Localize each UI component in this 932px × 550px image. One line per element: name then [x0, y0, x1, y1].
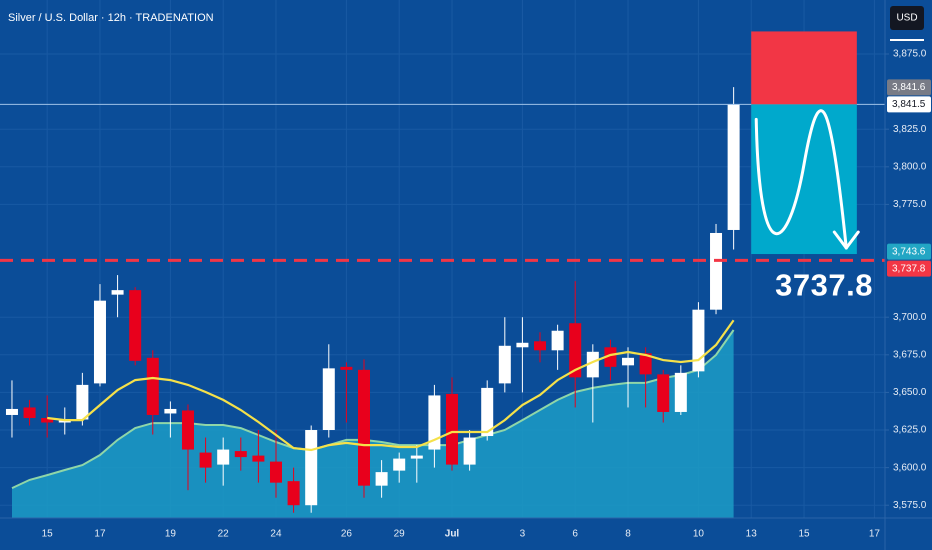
button-label[interactable]: USD [896, 13, 917, 24]
candle-body [551, 330, 564, 351]
y-tick-label: 3,800.0 [893, 161, 927, 172]
candle-body [41, 417, 54, 423]
candle-body [23, 407, 36, 418]
price-tag: 3,841.5 [887, 96, 931, 113]
price-tag: 3,737.8 [887, 260, 931, 277]
x-tick-label: 24 [270, 529, 282, 540]
candle-body [252, 455, 265, 462]
x-tick-label: 22 [218, 529, 230, 540]
x-tick-label: Jul [445, 529, 460, 540]
candle-body [305, 430, 318, 506]
target-zone [751, 104, 857, 255]
candle-body [710, 232, 723, 310]
axes: 3,575.0 3,600.0 3,625.0 3,650.0 3,675.0 3,700… [42, 49, 927, 540]
candle-body [604, 347, 617, 367]
candle-body [498, 345, 511, 384]
price-tag-bg [887, 96, 931, 113]
price-tag-label: 3,841.5 [892, 99, 926, 110]
x-tick-label: 13 [746, 529, 758, 540]
price-tag: 3,841.6 [887, 79, 931, 96]
candle-body [340, 366, 353, 370]
y-tick-label: 3,650.0 [893, 387, 927, 398]
y-tick-label: 3,825.0 [893, 124, 927, 135]
candle-body [234, 451, 247, 458]
area [12, 330, 734, 518]
x-tick-label: 3 [520, 529, 526, 540]
candle-body [516, 342, 529, 348]
candle-body [181, 410, 194, 450]
y-tick-label: 3,675.0 [893, 349, 927, 360]
candle-body [93, 300, 106, 384]
button-bg[interactable] [890, 6, 924, 30]
x-tick-label: 19 [165, 529, 177, 540]
candle-body [5, 408, 18, 415]
candle-body [111, 290, 124, 295]
y-tick-label: 3,575.0 [893, 500, 927, 511]
y-tick-label: 3,700.0 [893, 312, 927, 323]
candle-body [692, 309, 705, 372]
x-tick-label: 29 [394, 529, 406, 540]
candle-body [446, 393, 459, 465]
price-tag-bg [887, 260, 931, 277]
y-tick-label: 3,625.0 [893, 425, 927, 436]
candle-body [322, 368, 335, 431]
price-tag-bg [887, 243, 931, 260]
candle-body [217, 449, 230, 465]
candle-body [410, 455, 423, 459]
x-tick-label: 15 [798, 529, 810, 540]
candle-body [481, 387, 494, 437]
candle-body [657, 374, 670, 412]
candle-body [287, 481, 300, 506]
y-tick-label: 3,600.0 [893, 462, 927, 473]
x-tick-label: 15 [42, 529, 54, 540]
x-tick-label: 17 [94, 529, 106, 540]
forecast-arrowhead [832, 230, 860, 250]
stop-zone [751, 31, 857, 105]
candle-body [357, 369, 370, 486]
candle-body [393, 458, 406, 471]
currency-button[interactable]: USD [890, 6, 924, 41]
candle-body [463, 437, 476, 465]
area-line [11, 329, 735, 490]
candle-body [569, 323, 582, 378]
price-tag-label: 3,737.8 [892, 263, 926, 274]
candle-body [375, 472, 388, 486]
price-tag-label: 3,841.6 [892, 82, 926, 93]
price-tag: 3,743.6 [887, 243, 931, 260]
candle-body [674, 372, 687, 412]
candle-body [639, 353, 652, 375]
x-tick-label: 6 [572, 529, 578, 540]
candle-body [164, 408, 177, 414]
x-tick-label: 17 [869, 529, 881, 540]
plot [0, 31, 885, 518]
price-tag-bg [887, 79, 931, 96]
candle-body [76, 384, 89, 420]
candle-body [428, 395, 441, 450]
x-tick-label: 26 [341, 529, 353, 540]
candle-body [622, 357, 635, 366]
candle-body [129, 290, 142, 361]
line [47, 319, 735, 452]
candle-body [586, 351, 599, 378]
chart-title: Silver / U.S. Dollar · 12h · TRADENATION [8, 12, 214, 24]
candle-body [199, 452, 212, 468]
candle-body [146, 357, 159, 415]
forecast-arrow [754, 109, 848, 250]
candle-body [727, 104, 740, 230]
y-tick-label: 3,875.0 [893, 49, 927, 60]
y-tick-label: 3,775.0 [893, 199, 927, 210]
level-label: 3737.8 [775, 268, 873, 303]
candle-body [534, 341, 547, 351]
candle-body [269, 461, 282, 483]
price-tag-label: 3,743.6 [892, 246, 926, 257]
x-tick-label: 8 [625, 529, 631, 540]
x-tick-label: 10 [693, 529, 705, 540]
